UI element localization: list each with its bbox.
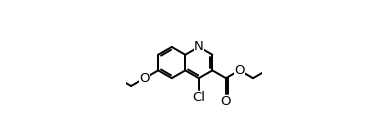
- Text: O: O: [234, 64, 245, 77]
- Text: O: O: [221, 95, 231, 108]
- Text: Cl: Cl: [192, 91, 205, 104]
- Text: O: O: [139, 72, 150, 85]
- Text: N: N: [194, 40, 204, 53]
